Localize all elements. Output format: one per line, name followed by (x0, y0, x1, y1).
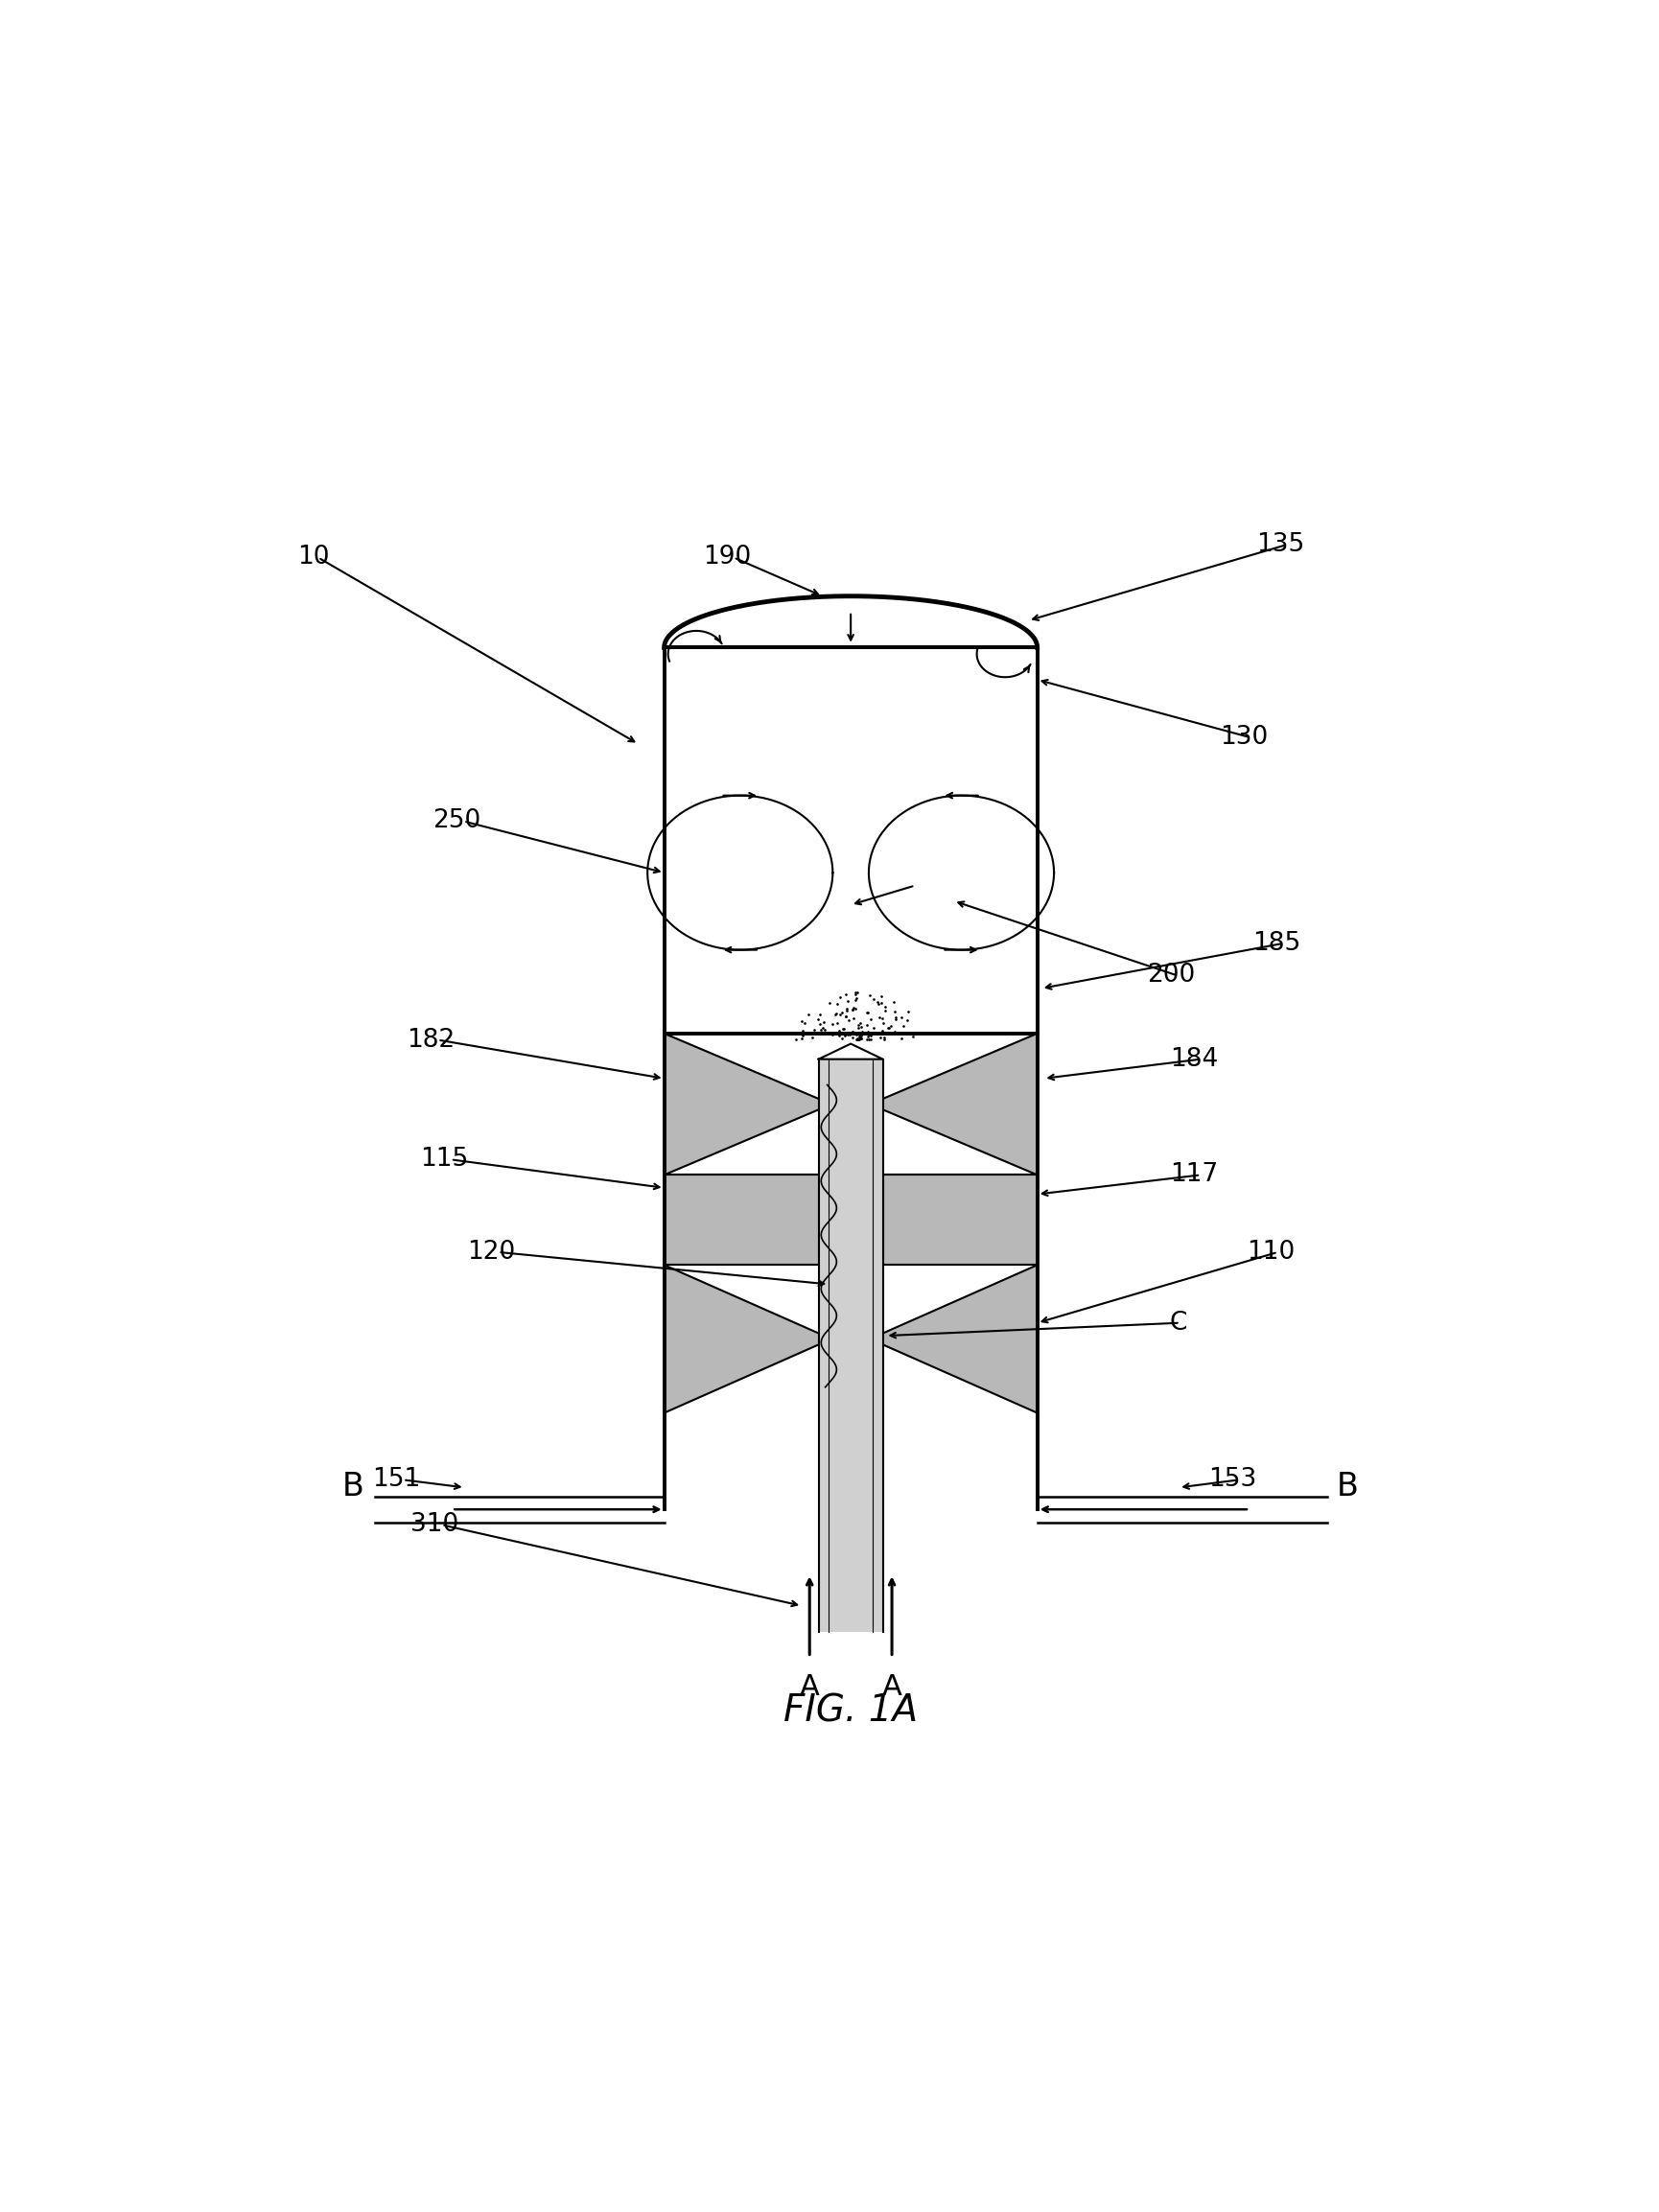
Text: 190: 190 (702, 544, 750, 571)
Text: B: B (1335, 1471, 1359, 1502)
Bar (664, 1175, 831, 1265)
Text: 153: 153 (1208, 1467, 1256, 1493)
Text: 115: 115 (420, 1148, 468, 1172)
Text: 310: 310 (410, 1513, 458, 1537)
Text: C: C (1170, 1310, 1186, 1336)
Text: 185: 185 (1251, 931, 1299, 956)
Text: 10: 10 (297, 544, 330, 571)
Text: 120: 120 (468, 1239, 516, 1265)
Polygon shape (664, 1033, 831, 1175)
Text: 130: 130 (1219, 726, 1267, 750)
Text: 182: 182 (406, 1026, 455, 1053)
Text: A: A (881, 1672, 901, 1701)
Polygon shape (818, 1044, 883, 1060)
Text: A: A (800, 1672, 820, 1701)
Text: 151: 151 (372, 1467, 420, 1493)
Polygon shape (869, 1033, 1037, 1175)
Text: 135: 135 (1256, 533, 1304, 557)
Text: FIG. 1A: FIG. 1A (783, 1692, 917, 1730)
Text: 200: 200 (1146, 962, 1194, 989)
Bar (869, 1175, 1037, 1265)
Text: 184: 184 (1170, 1046, 1218, 1071)
Text: 250: 250 (433, 810, 481, 834)
Text: B: B (342, 1471, 365, 1502)
Text: 110: 110 (1246, 1239, 1294, 1265)
Polygon shape (869, 1265, 1037, 1413)
Text: 117: 117 (1170, 1164, 1218, 1188)
Polygon shape (664, 1265, 831, 1413)
Bar (818, 1060, 883, 1632)
Bar (664, 648, 1037, 1033)
